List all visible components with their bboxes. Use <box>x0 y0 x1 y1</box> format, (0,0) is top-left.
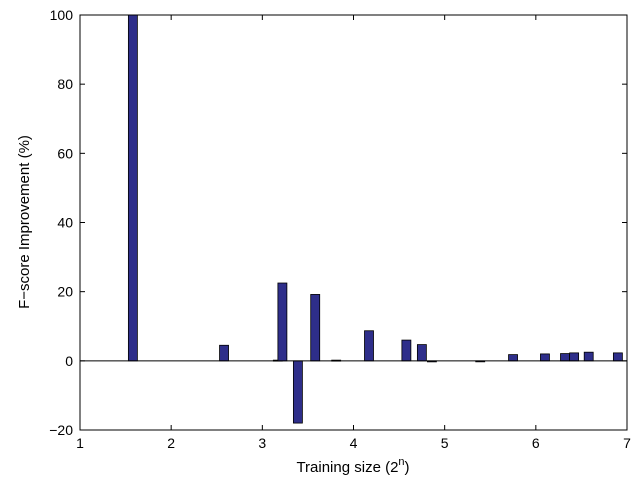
bar <box>364 330 374 362</box>
plot-area <box>80 15 627 430</box>
bar <box>508 354 518 362</box>
y-axis-ticks: −20 0 20 40 60 80 100 <box>49 7 627 438</box>
bar <box>416 344 427 362</box>
bar <box>277 282 288 362</box>
bar <box>569 352 580 362</box>
x-axis-label: Training size (2n) <box>296 456 409 476</box>
bar <box>219 344 229 362</box>
x-tick-label: 7 <box>623 435 631 451</box>
x-tick-label: 4 <box>350 435 358 451</box>
y-axis-label: F−score Improvement (%) <box>16 135 33 309</box>
y-tick-label: 0 <box>65 353 73 369</box>
y-tick-label: 100 <box>50 7 74 23</box>
bar <box>401 339 412 362</box>
bar-group <box>127 14 623 424</box>
x-tick-label: 3 <box>258 435 266 451</box>
y-tick-label: 20 <box>57 284 73 300</box>
x-tick-label: 1 <box>76 435 84 451</box>
bar <box>310 294 321 362</box>
bar <box>292 360 303 424</box>
bar <box>127 14 138 362</box>
x-tick-label: 6 <box>532 435 540 451</box>
x-axis-label-end: ) <box>405 459 410 476</box>
x-axis-label-superscript: n <box>398 456 404 468</box>
y-tick-label: 80 <box>57 76 73 92</box>
bar <box>540 353 550 362</box>
y-tick-label: −20 <box>49 422 73 438</box>
bar <box>560 353 570 362</box>
bar <box>583 351 594 362</box>
x-axis-ticks: 1 2 3 4 5 6 7 <box>76 15 631 451</box>
x-axis-label-main: Training size (2 <box>296 459 398 476</box>
bar <box>612 352 623 362</box>
y-tick-label: 60 <box>57 145 73 161</box>
y-tick-label: 40 <box>57 215 73 231</box>
x-tick-label: 5 <box>441 435 449 451</box>
x-tick-label: 2 <box>167 435 175 451</box>
